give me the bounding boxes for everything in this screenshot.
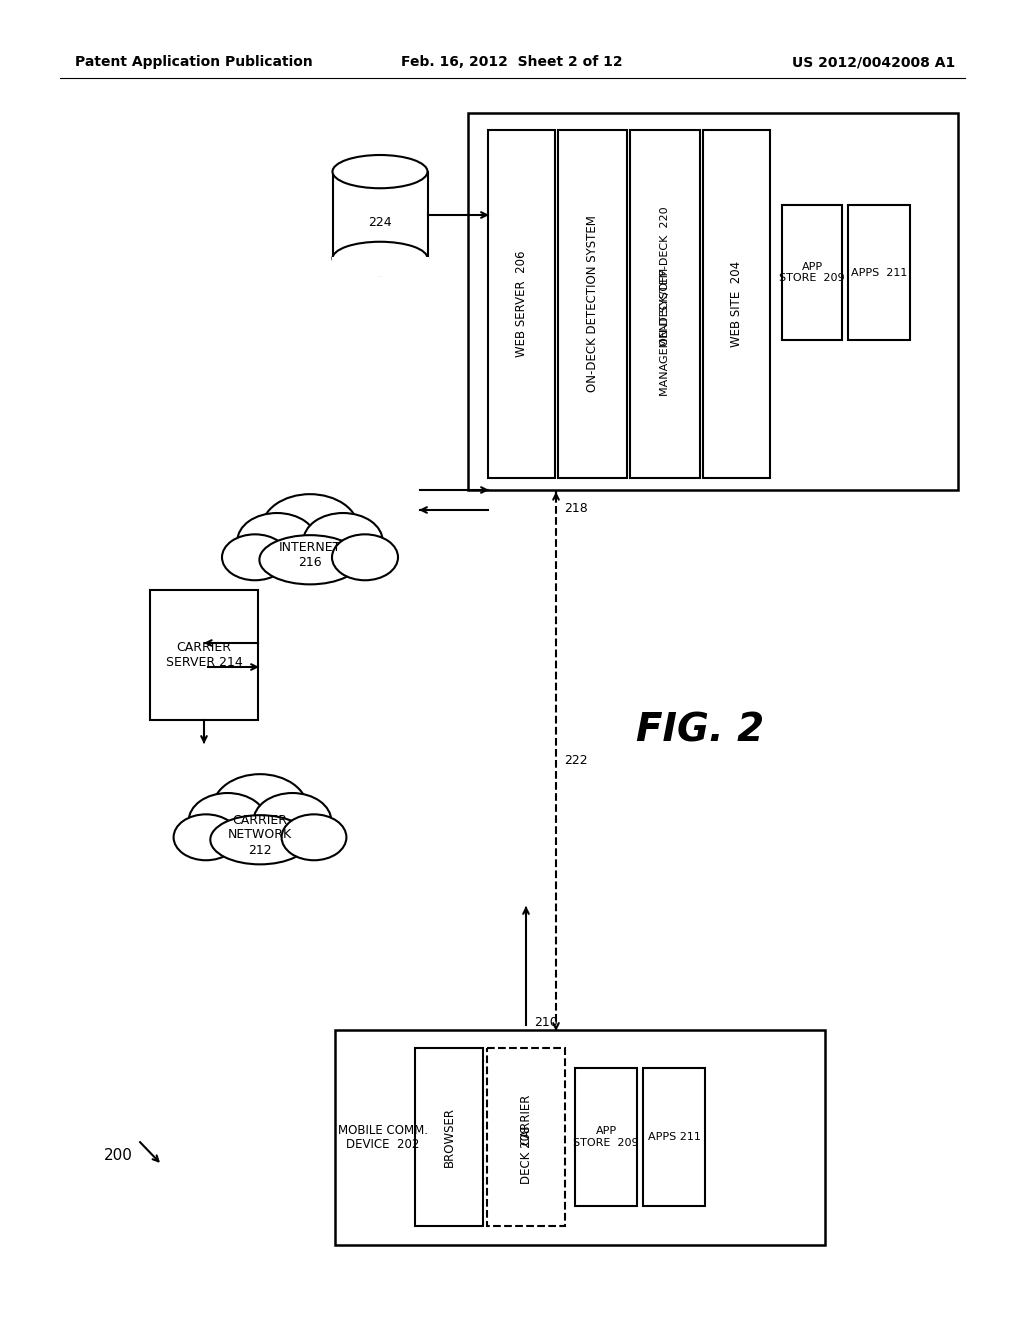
FancyBboxPatch shape	[782, 205, 842, 341]
Text: 200: 200	[103, 1147, 132, 1163]
Text: WEB SERVER  206: WEB SERVER 206	[515, 251, 528, 358]
Ellipse shape	[238, 513, 316, 569]
FancyBboxPatch shape	[415, 1048, 483, 1226]
Text: ON-DECK/OFF-DECK  220: ON-DECK/OFF-DECK 220	[660, 206, 670, 346]
Text: CARRIER: CARRIER	[519, 1093, 532, 1144]
Ellipse shape	[261, 494, 358, 564]
Ellipse shape	[210, 816, 309, 865]
Ellipse shape	[332, 535, 398, 581]
Text: MANAGEMENT SYSTEM: MANAGEMENT SYSTEM	[660, 268, 670, 396]
FancyBboxPatch shape	[487, 1048, 565, 1226]
Text: 218: 218	[564, 502, 588, 515]
FancyBboxPatch shape	[468, 114, 958, 490]
FancyBboxPatch shape	[150, 590, 258, 719]
FancyBboxPatch shape	[630, 129, 700, 478]
FancyBboxPatch shape	[335, 1030, 825, 1245]
Text: 224: 224	[369, 216, 392, 230]
Text: FIG. 2: FIG. 2	[636, 711, 764, 748]
Ellipse shape	[254, 793, 332, 849]
Text: WEB SITE  204: WEB SITE 204	[730, 261, 743, 347]
Text: Feb. 16, 2012  Sheet 2 of 12: Feb. 16, 2012 Sheet 2 of 12	[401, 55, 623, 69]
FancyBboxPatch shape	[488, 129, 555, 478]
Text: CARRIER
SERVER 214: CARRIER SERVER 214	[166, 642, 243, 669]
FancyBboxPatch shape	[643, 1068, 705, 1206]
Text: BROWSER: BROWSER	[442, 1107, 456, 1167]
FancyBboxPatch shape	[332, 257, 428, 276]
Text: Patent Application Publication: Patent Application Publication	[75, 55, 312, 69]
FancyBboxPatch shape	[848, 205, 910, 341]
FancyBboxPatch shape	[703, 129, 770, 478]
Text: APP
STORE  209: APP STORE 209	[779, 261, 845, 284]
Ellipse shape	[333, 242, 427, 275]
Text: US 2012/0042008 A1: US 2012/0042008 A1	[792, 55, 955, 69]
FancyBboxPatch shape	[558, 129, 627, 478]
Ellipse shape	[333, 154, 427, 189]
Ellipse shape	[188, 793, 266, 849]
Ellipse shape	[259, 535, 360, 585]
Ellipse shape	[282, 814, 346, 861]
Text: 222: 222	[564, 754, 588, 767]
Text: ON-DECK DETECTION SYSTEM: ON-DECK DETECTION SYSTEM	[586, 215, 599, 392]
Ellipse shape	[303, 513, 383, 569]
Text: CARRIER
NETWORK
212: CARRIER NETWORK 212	[228, 813, 292, 857]
Text: INTERNET
216: INTERNET 216	[279, 541, 341, 569]
Text: APPS 211: APPS 211	[647, 1133, 700, 1142]
Text: DECK 208: DECK 208	[519, 1126, 532, 1184]
Ellipse shape	[222, 535, 288, 581]
Text: APPS  211: APPS 211	[851, 268, 907, 277]
Ellipse shape	[213, 774, 307, 843]
FancyBboxPatch shape	[575, 1068, 637, 1206]
Ellipse shape	[174, 814, 239, 861]
Text: MOBILE COMM.
DEVICE  202: MOBILE COMM. DEVICE 202	[338, 1123, 428, 1151]
Text: APP
STORE  209: APP STORE 209	[573, 1126, 639, 1148]
Text: 210: 210	[534, 1015, 558, 1028]
